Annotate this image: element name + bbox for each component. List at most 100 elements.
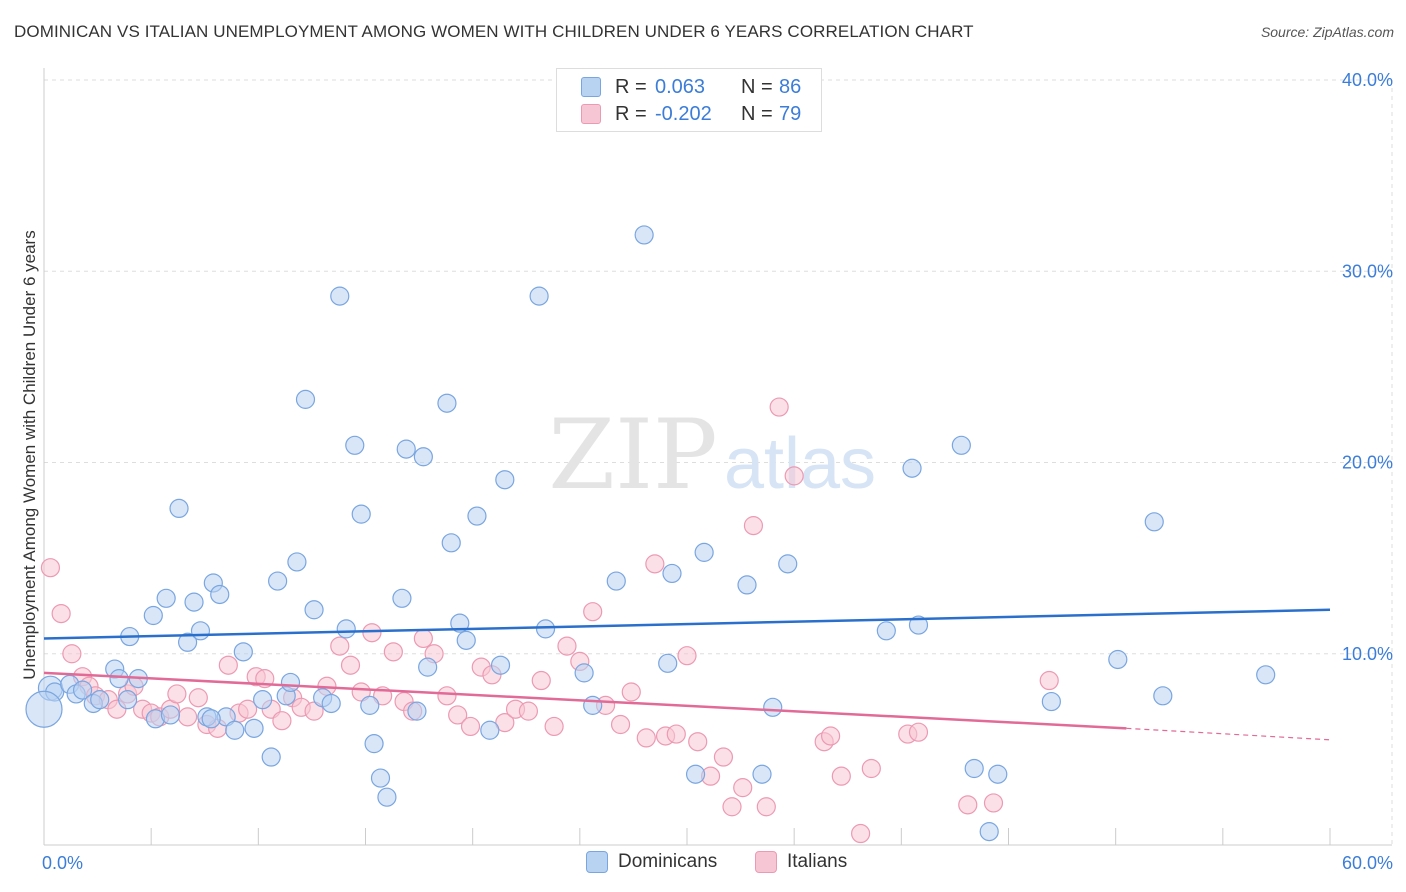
italians-point bbox=[722, 797, 742, 817]
dominicans-point bbox=[902, 458, 922, 478]
italians-point bbox=[688, 732, 708, 752]
dominicans-r-label: R = bbox=[615, 75, 647, 98]
dominicans-point bbox=[529, 286, 549, 306]
italians-legend-swatch bbox=[755, 851, 777, 873]
dominicans-point bbox=[321, 693, 341, 714]
dominicans-point bbox=[778, 554, 798, 574]
dominicans-point bbox=[336, 619, 356, 639]
dominicans-point bbox=[287, 552, 307, 572]
italians-trend-extension bbox=[1126, 727, 1331, 741]
italians-point bbox=[733, 778, 753, 798]
dominicans-legend-label: Dominicans bbox=[618, 851, 718, 872]
dominicans-point bbox=[685, 764, 706, 784]
italians-point bbox=[167, 684, 187, 704]
dominicans-point bbox=[244, 718, 264, 738]
dominicans-point bbox=[268, 571, 288, 591]
y-tick-label: 30.0% bbox=[1342, 261, 1393, 281]
italians-point bbox=[178, 707, 198, 727]
dominicans-point bbox=[364, 734, 384, 754]
italians-point bbox=[238, 699, 258, 719]
italians-point bbox=[636, 728, 656, 748]
italians-point bbox=[531, 670, 551, 691]
watermark: ZIP atlas bbox=[548, 399, 876, 511]
dominicans-r-value: 0.063 bbox=[655, 75, 706, 98]
correlation-legend: R = 0.063 N = 86 R = -0.202 N = 79 bbox=[556, 68, 822, 132]
italians-point bbox=[518, 701, 538, 721]
legend-row-italians: R = -0.202 N = 79 bbox=[581, 102, 801, 126]
italians-point bbox=[495, 712, 515, 733]
dominicans-point bbox=[160, 705, 181, 725]
dominicans-point bbox=[964, 758, 984, 779]
italians-point bbox=[340, 655, 361, 675]
dominicans-point bbox=[178, 632, 198, 652]
dominicans-point bbox=[662, 563, 682, 584]
italians-point bbox=[769, 397, 789, 417]
italians-point bbox=[784, 466, 804, 486]
italians-n-label: N = bbox=[741, 102, 773, 125]
dominicans-point bbox=[979, 822, 999, 842]
italians-legend-label: Italians bbox=[787, 851, 848, 872]
legend-item-italians[interactable]: Italians bbox=[755, 851, 847, 873]
watermark-atlas: atlas bbox=[724, 424, 876, 504]
dominicans-point bbox=[495, 470, 515, 490]
tick-labels: 10.0% 20.0% 30.0% 40.0% 0.0% 60.0% bbox=[42, 70, 1393, 873]
dominicans-point bbox=[694, 542, 714, 562]
italians-point bbox=[40, 558, 61, 578]
italians-point bbox=[621, 682, 641, 702]
dominicans-point bbox=[763, 697, 783, 717]
legend-item-dominicans[interactable]: Dominicans bbox=[586, 851, 717, 873]
dominicans-n-label: N = bbox=[741, 75, 773, 98]
italians-point bbox=[188, 688, 208, 708]
italians-point bbox=[756, 797, 776, 817]
y-tick-label: 40.0% bbox=[1342, 70, 1393, 90]
y-tick-label: 20.0% bbox=[1342, 453, 1393, 473]
x-tick-label-min: 0.0% bbox=[42, 853, 83, 873]
italians-point bbox=[851, 823, 871, 844]
dominicans-point bbox=[117, 690, 138, 710]
italians-point bbox=[1039, 670, 1059, 691]
italians-point bbox=[51, 603, 71, 624]
dominicans-point bbox=[295, 389, 316, 409]
dominicans-n-value: 86 bbox=[779, 75, 802, 98]
dominicans-point bbox=[280, 672, 301, 693]
dominicans-point bbox=[90, 690, 110, 710]
dominicans-point bbox=[752, 764, 772, 784]
dominicans-point bbox=[876, 621, 896, 641]
dominicans-point bbox=[418, 657, 438, 677]
dominicans-point bbox=[413, 447, 433, 467]
italians-point bbox=[821, 726, 841, 746]
trend-lines bbox=[43, 608, 1331, 741]
series-legend: Dominicans Italians bbox=[0, 851, 1406, 877]
dominicans-point bbox=[190, 621, 211, 641]
dominicans-point bbox=[407, 701, 427, 721]
italians-swatch bbox=[581, 104, 601, 124]
dominicans-point bbox=[1144, 512, 1164, 532]
dominicans-point bbox=[396, 439, 416, 459]
dominicans-point bbox=[392, 588, 412, 608]
dominicans-point bbox=[535, 619, 556, 639]
dominicans-point bbox=[201, 709, 221, 729]
y-tick-label: 10.0% bbox=[1342, 644, 1393, 664]
italians-point bbox=[362, 623, 382, 643]
italians-point bbox=[645, 554, 665, 574]
italians-point bbox=[610, 714, 631, 735]
italians-point bbox=[713, 747, 734, 767]
dominicans-point bbox=[658, 653, 678, 673]
dominicans-point bbox=[330, 286, 350, 306]
italians-point bbox=[958, 795, 978, 815]
dominicans-point bbox=[109, 669, 129, 689]
italians-point bbox=[677, 646, 697, 666]
dominicans-point bbox=[210, 584, 230, 605]
dominicans-point bbox=[574, 663, 594, 683]
dominicans-point bbox=[304, 600, 324, 620]
dominicans-point bbox=[345, 435, 365, 455]
dominicans-point bbox=[351, 504, 371, 524]
italians-r-label: R = bbox=[615, 102, 647, 125]
dominicans-point bbox=[233, 642, 253, 662]
dominicans-point bbox=[456, 630, 476, 650]
dominicans-point bbox=[253, 690, 273, 710]
dominicans-legend-swatch bbox=[586, 851, 608, 873]
dominicans-point bbox=[25, 690, 63, 728]
italians-point bbox=[544, 716, 564, 737]
dominicans-point bbox=[184, 592, 204, 612]
